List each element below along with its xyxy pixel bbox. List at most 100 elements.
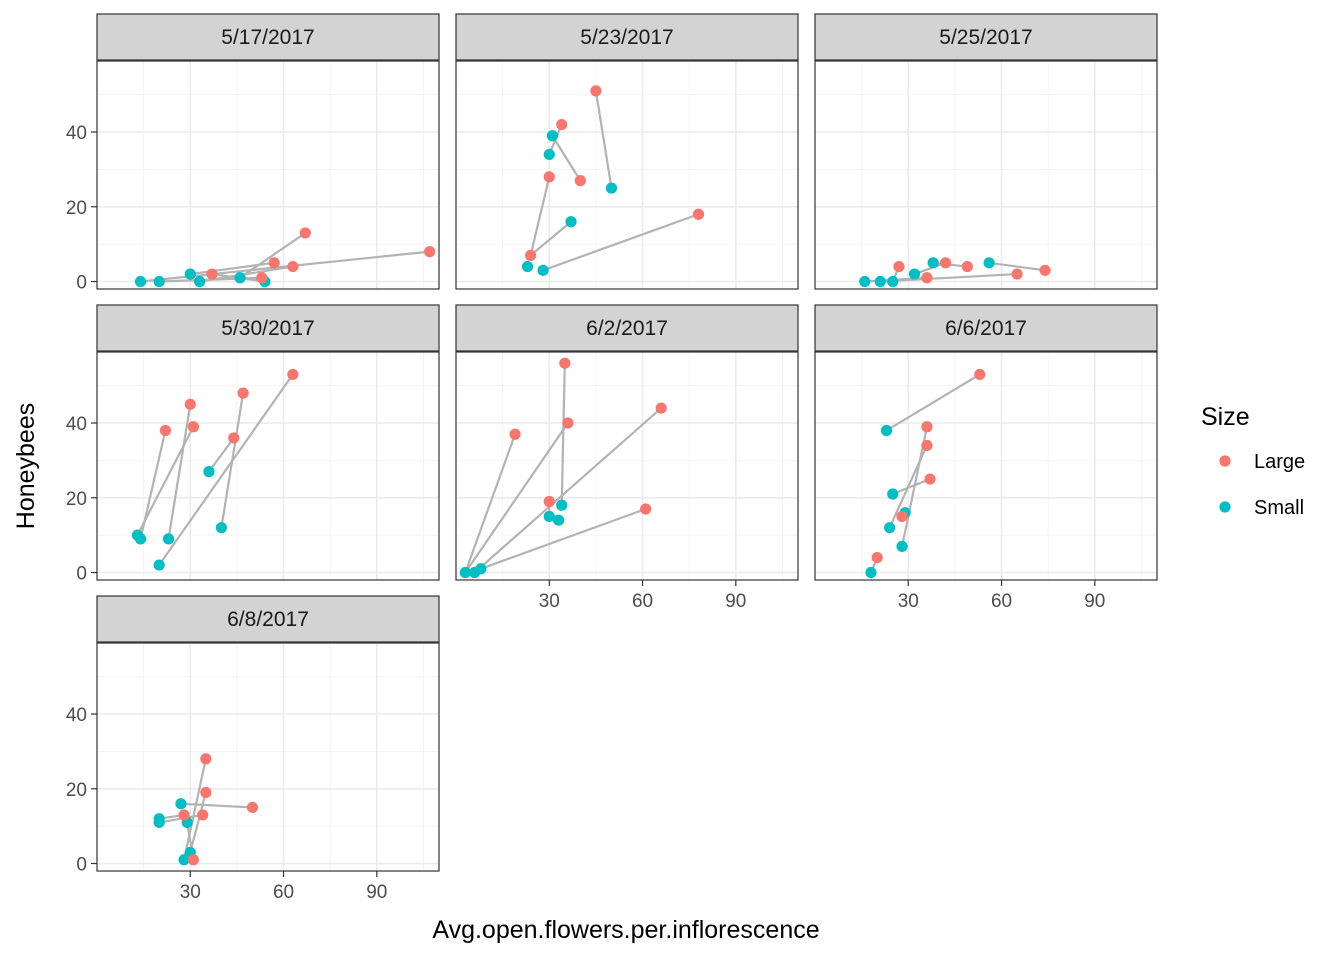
point-small: [556, 499, 568, 511]
point-small: [162, 533, 175, 545]
point-large: [159, 424, 171, 437]
pair-connector-line: [529, 176, 551, 256]
point-large: [559, 357, 571, 369]
point-small: [178, 854, 190, 866]
facet-strip: [455, 13, 799, 61]
pair-connector-line: [888, 444, 928, 529]
point-large: [590, 85, 602, 97]
pair-connector-line: [158, 373, 294, 566]
panel-background: [97, 643, 439, 871]
point-large: [200, 753, 212, 765]
point-large: [424, 246, 436, 258]
point-small: [153, 559, 165, 571]
pair-connector-line: [180, 802, 253, 809]
point-small: [859, 275, 871, 288]
point-large: [200, 786, 212, 799]
x-tick-label: 30: [180, 882, 201, 903]
x-tick-label: 90: [1084, 591, 1105, 612]
point-large: [256, 272, 268, 284]
point-large: [640, 503, 652, 515]
y-tick-label: 0: [76, 273, 87, 294]
pair-connector-line: [885, 373, 981, 432]
y-tick-label: 40: [66, 414, 87, 435]
point-large: [692, 208, 705, 220]
point-large: [896, 510, 908, 523]
point-small: [175, 798, 187, 810]
point-small: [459, 566, 471, 579]
facet-title: 6/6/2017: [945, 317, 1027, 340]
point-large: [893, 260, 905, 273]
point-large: [921, 272, 933, 284]
pair-connector-line: [190, 261, 275, 276]
y-tick-label: 40: [66, 123, 87, 144]
point-large: [525, 249, 537, 261]
pair-connector-line: [473, 407, 662, 574]
point-small: [983, 257, 995, 269]
x-tick-label: 90: [725, 591, 746, 612]
point-large: [1011, 268, 1023, 280]
pair-connector-line: [208, 437, 235, 473]
point-small: [153, 275, 165, 288]
point-large: [655, 402, 667, 414]
pair-connector-line: [529, 220, 572, 257]
pair-connector-line: [139, 430, 167, 540]
point-large: [246, 801, 259, 814]
pair-connector-line: [551, 135, 582, 182]
point-large: [228, 432, 240, 444]
point-large: [187, 854, 199, 866]
point-large: [287, 260, 299, 273]
point-small: [469, 566, 481, 579]
y-tick-label: 20: [66, 198, 87, 219]
point-large: [924, 473, 936, 485]
point-small: [134, 275, 147, 288]
pair-connector-line: [464, 422, 569, 574]
point-small: [203, 466, 215, 478]
point-large: [921, 421, 933, 433]
pair-connector-line: [239, 232, 306, 279]
y-tick-label: 0: [76, 855, 87, 876]
point-large: [574, 175, 586, 187]
facet-title: 6/2/2017: [586, 317, 668, 340]
point-large: [197, 809, 209, 821]
point-large: [187, 421, 199, 433]
pair-connector-line: [594, 90, 613, 189]
point-large: [237, 387, 249, 399]
point-small: [865, 566, 877, 579]
x-tick-label: 60: [632, 591, 653, 612]
point-large: [206, 268, 218, 280]
point-small: [884, 522, 896, 534]
point-small: [215, 522, 227, 534]
legend-label-small: Small: [1254, 497, 1304, 519]
point-small: [537, 264, 549, 276]
pair-connector-line: [182, 758, 207, 861]
facet-strip: [455, 304, 799, 352]
facet-title: 5/23/2017: [580, 26, 673, 49]
facet-strip: [96, 13, 440, 61]
point-small: [605, 182, 618, 194]
pair-connector-line: [189, 792, 207, 853]
point-small: [874, 275, 886, 288]
point-small: [521, 260, 534, 273]
point-large: [543, 495, 555, 508]
pair-connector-line: [464, 433, 517, 573]
point-small: [134, 533, 147, 545]
point-small: [887, 488, 899, 500]
pair-connector-line: [892, 478, 931, 496]
point-small: [543, 510, 555, 523]
point-large: [562, 417, 574, 429]
point-small: [153, 816, 165, 829]
pair-connector-line: [988, 261, 1046, 272]
x-tick-label: 90: [366, 882, 387, 903]
point-large: [1039, 264, 1051, 276]
pair-connector-line: [560, 363, 566, 506]
point-small: [565, 216, 577, 228]
panel-border: [96, 351, 440, 581]
point-small: [553, 514, 565, 526]
facet-title: 5/30/2017: [221, 317, 314, 340]
pair-connector-line: [136, 426, 195, 536]
point-large: [939, 257, 952, 269]
point-small: [543, 148, 555, 161]
x-tick-label: 30: [898, 591, 919, 612]
x-tick-label: 60: [991, 591, 1012, 612]
point-small: [546, 130, 558, 142]
